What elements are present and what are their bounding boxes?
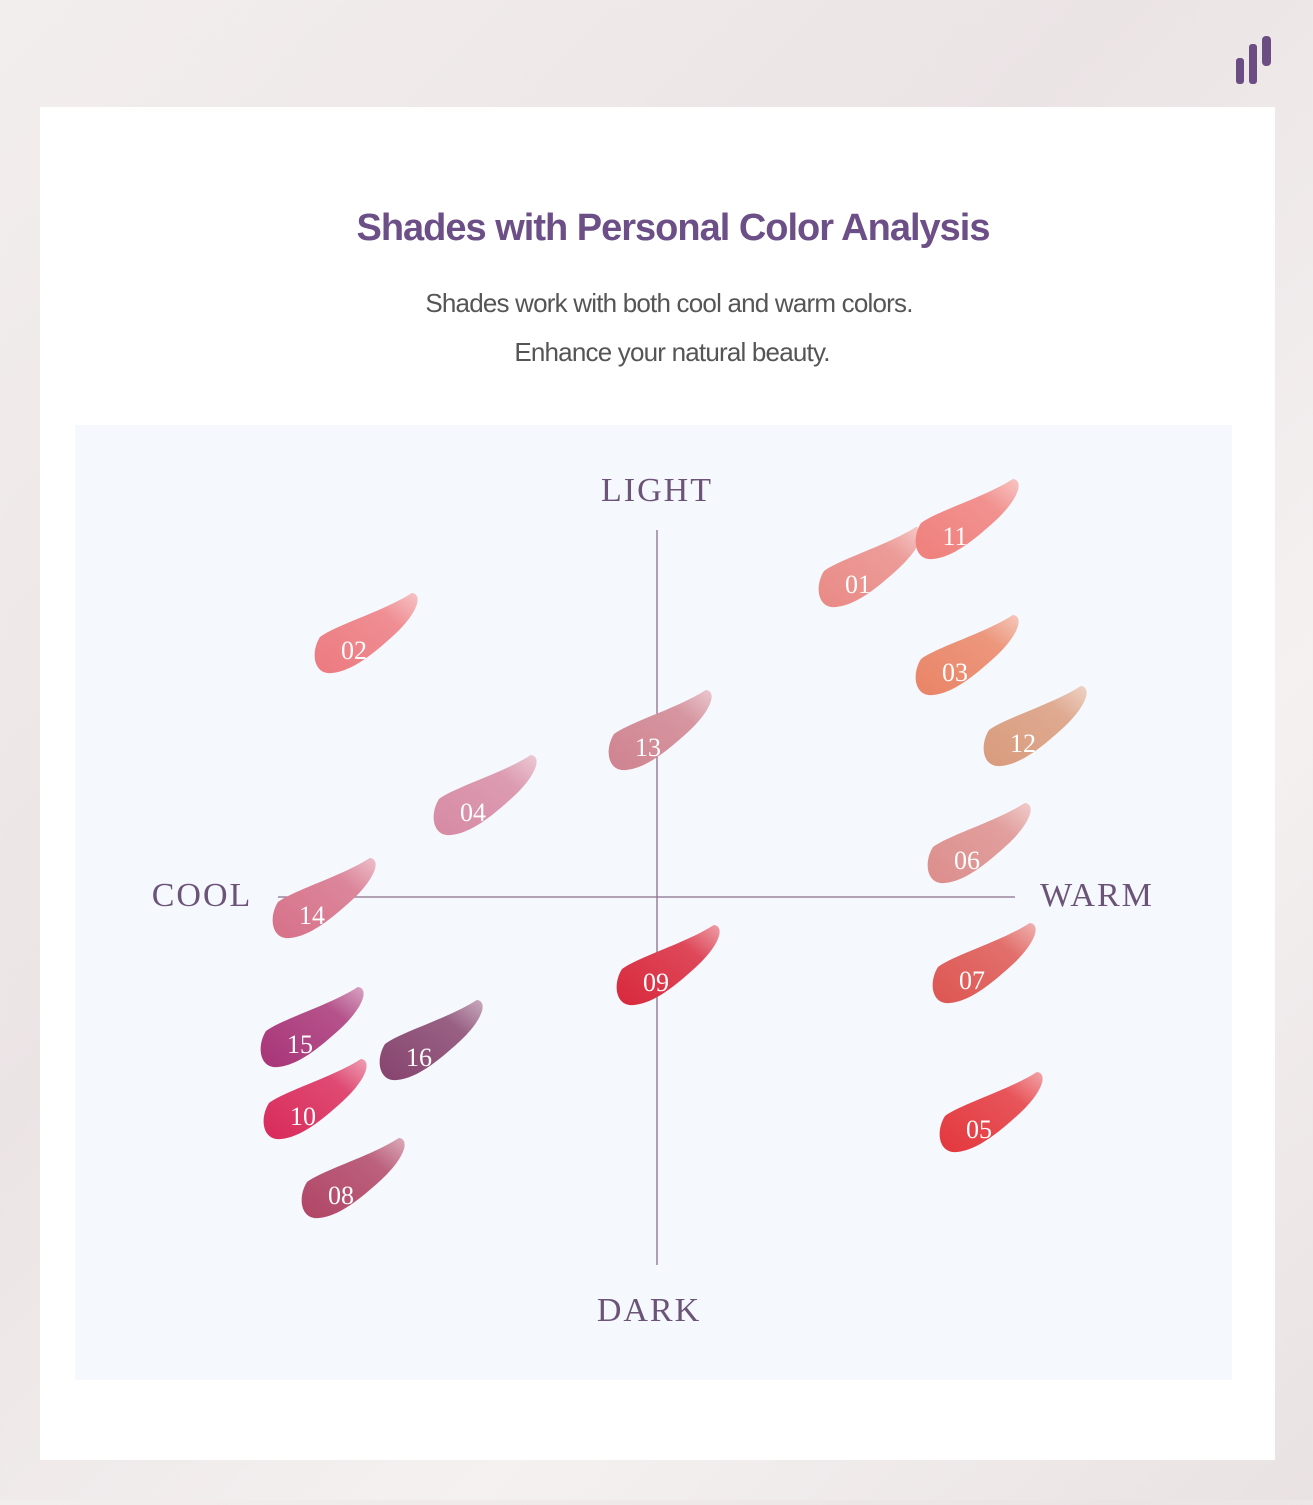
swatch: 07 [932,923,1036,1004]
title: Shades with Personal Color Analysis [356,207,989,249]
swatch: 03 [915,615,1019,696]
swatch-label: 08 [328,1181,354,1210]
swatch-label: 06 [954,846,980,875]
swatch-label: 15 [287,1030,313,1059]
swatch-label: 07 [959,966,985,995]
swatch: 01 [818,527,922,608]
swatch-gloss [983,686,1087,767]
swatch-gloss [260,987,364,1068]
swatch: 13 [608,690,712,771]
chart-panel [75,425,1232,1380]
axis-label: WARM [1040,877,1154,914]
swatch-label: 12 [1010,729,1036,758]
swatch-gloss [301,1138,405,1219]
swatch-label: 11 [942,522,967,551]
swatch: 15 [260,987,364,1068]
swatch-gloss [915,479,1019,560]
swatch-gloss [263,1059,367,1140]
swatch-label: 13 [635,733,661,762]
subtitle: Enhance your natural beauty. [514,337,829,367]
swatch-label: 16 [406,1043,432,1072]
swatch: 08 [301,1138,405,1219]
swatch-label: 05 [966,1115,992,1144]
swatch-gloss [272,858,376,939]
swatch-gloss [932,923,1036,1004]
swatch-gloss [608,690,712,771]
axis-label: LIGHT [601,472,713,509]
swatch-label: 01 [845,570,871,599]
subtitle: Shades work with both cool and warm colo… [425,288,912,318]
swatch: 04 [433,755,537,836]
axis-label: COOL [152,877,253,914]
swatch-gloss [818,527,922,608]
swatch-gloss [379,1000,483,1081]
swatch: 12 [983,686,1087,767]
swatch-gloss [939,1072,1043,1153]
swatch: 14 [272,858,376,939]
swatch-gloss [616,925,720,1006]
swatch-gloss [915,615,1019,696]
logo [1236,36,1271,84]
swatch: 10 [263,1059,367,1140]
swatch-label: 14 [299,901,325,930]
swatch: 06 [927,803,1031,884]
swatch-label: 02 [341,636,367,665]
swatch: 05 [939,1072,1043,1153]
swatches: 01 11 02 03 13 12 04 06 14 09 07 15 16 10 05 08 [260,479,1087,1219]
swatch: 11 [915,479,1019,560]
axis-label: DARK [597,1292,701,1329]
swatch: 02 [314,593,418,674]
swatch: 16 [379,1000,483,1081]
swatch-label: 10 [290,1102,316,1131]
swatch-label: 04 [460,798,486,827]
swatch-gloss [314,593,418,674]
swatch: 09 [616,925,720,1006]
swatch-gloss [433,755,537,836]
swatch-label: 09 [643,968,669,997]
swatch-gloss [927,803,1031,884]
swatch-label: 03 [942,658,968,687]
